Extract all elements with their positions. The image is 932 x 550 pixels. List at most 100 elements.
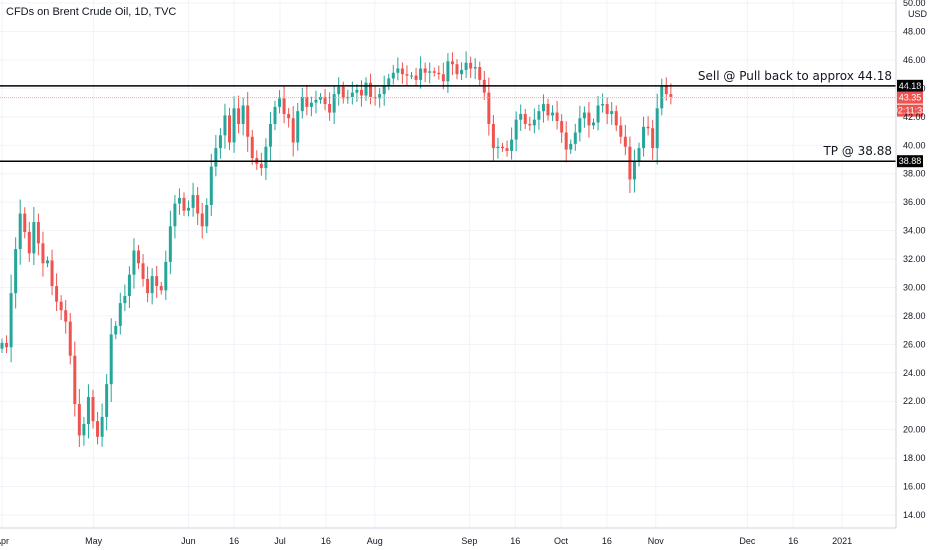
candle-body (114, 325, 118, 335)
candle (323, 88, 327, 111)
candle-body (400, 68, 404, 75)
candle-body (187, 207, 191, 211)
x-tick-label: Nov (648, 536, 665, 546)
candle (669, 83, 673, 105)
candles-layer (0, 51, 673, 448)
y-tick-label: 50.00 (903, 0, 926, 8)
candle (632, 149, 636, 193)
candle (487, 77, 491, 136)
candle (587, 101, 591, 138)
x-tick-label: Dec (739, 536, 756, 546)
y-tick-label: 22.00 (903, 396, 926, 406)
candle (264, 138, 268, 180)
candle (164, 250, 168, 300)
candle (651, 119, 655, 160)
y-tick-label: 30.00 (903, 282, 926, 292)
candle-body (27, 232, 31, 254)
candle-body (378, 94, 382, 99)
candle-body (496, 146, 500, 149)
candle (64, 299, 68, 334)
candle-body (223, 115, 227, 136)
candle-body (319, 96, 322, 100)
candle (578, 105, 582, 142)
candle-body (291, 118, 295, 143)
candle-body (96, 421, 100, 437)
candle (432, 67, 436, 77)
candle-body (414, 75, 418, 80)
candle-body (46, 260, 49, 264)
candle (59, 295, 63, 321)
candle-body (250, 136, 254, 159)
y-tick-label: 48.00 (903, 27, 926, 37)
candle-body (323, 96, 327, 105)
price-axis[interactable]: 14.00 16.00 18.00 20.00 22.00 24.00 26.00 28.00… (895, 0, 926, 528)
candle (27, 221, 31, 262)
candle-body (373, 96, 377, 99)
candle-body (91, 396, 95, 422)
candle (519, 104, 523, 131)
candle (273, 100, 277, 131)
candle-body (268, 123, 272, 147)
candle (259, 152, 263, 176)
candle-body (532, 119, 536, 126)
candle-body (619, 125, 623, 137)
candle-body (464, 62, 468, 70)
candle (287, 108, 291, 128)
x-tick-label: Aug (367, 536, 383, 546)
candle (191, 182, 195, 217)
candle-body (168, 226, 172, 262)
candle-body (410, 75, 413, 77)
candle (510, 127, 514, 160)
candle (564, 121, 568, 163)
x-tick-label: Sep (461, 536, 477, 546)
candle (605, 97, 609, 125)
candle-body (396, 68, 400, 73)
candle-body (86, 396, 90, 424)
candle-body (632, 160, 636, 180)
candle-body (209, 166, 213, 206)
candle (396, 57, 400, 81)
candle-body (309, 102, 313, 107)
candle (337, 77, 341, 106)
candle-body (287, 113, 291, 119)
grid (0, 0, 896, 528)
candle-body (18, 213, 22, 250)
candle-body (573, 132, 577, 144)
candle (364, 77, 368, 101)
candle (55, 273, 59, 312)
candle (68, 312, 72, 365)
candle-body (241, 105, 245, 124)
candle (623, 124, 627, 156)
candle-body (551, 112, 555, 116)
candle-body (537, 111, 541, 120)
candle-body (455, 64, 459, 75)
candle (159, 281, 163, 295)
candle-body (59, 301, 63, 311)
candle (105, 374, 109, 431)
candle (387, 73, 391, 91)
candle (46, 256, 49, 268)
chart-title: CFDs on Brent Crude Oil, 1D, TVC (6, 6, 176, 18)
candle (305, 85, 309, 116)
candle (514, 111, 518, 152)
candle-body (510, 139, 514, 151)
candle (232, 96, 236, 153)
x-tick-label: 16 (229, 536, 239, 546)
last-price-tag-text: 43.35 (899, 93, 922, 103)
countdown-tag-text: 02:11:33 (893, 106, 927, 116)
candle (391, 64, 395, 85)
candle (473, 58, 477, 80)
candle-body (460, 69, 464, 75)
candle (469, 56, 473, 79)
candle-body (141, 263, 145, 279)
candle-body (642, 126, 646, 149)
time-axis[interactable]: Apr May Jun 16 Jul 16 Aug Sep 16 Oct 16 Nov Dec 16 202… (0, 527, 896, 546)
candle-body (364, 82, 368, 96)
candle (218, 128, 222, 159)
y-tick-label: 32.00 (903, 254, 926, 264)
candle-body (382, 85, 386, 95)
candle-body (505, 148, 509, 151)
candle (82, 417, 86, 446)
candle-body (159, 286, 163, 291)
